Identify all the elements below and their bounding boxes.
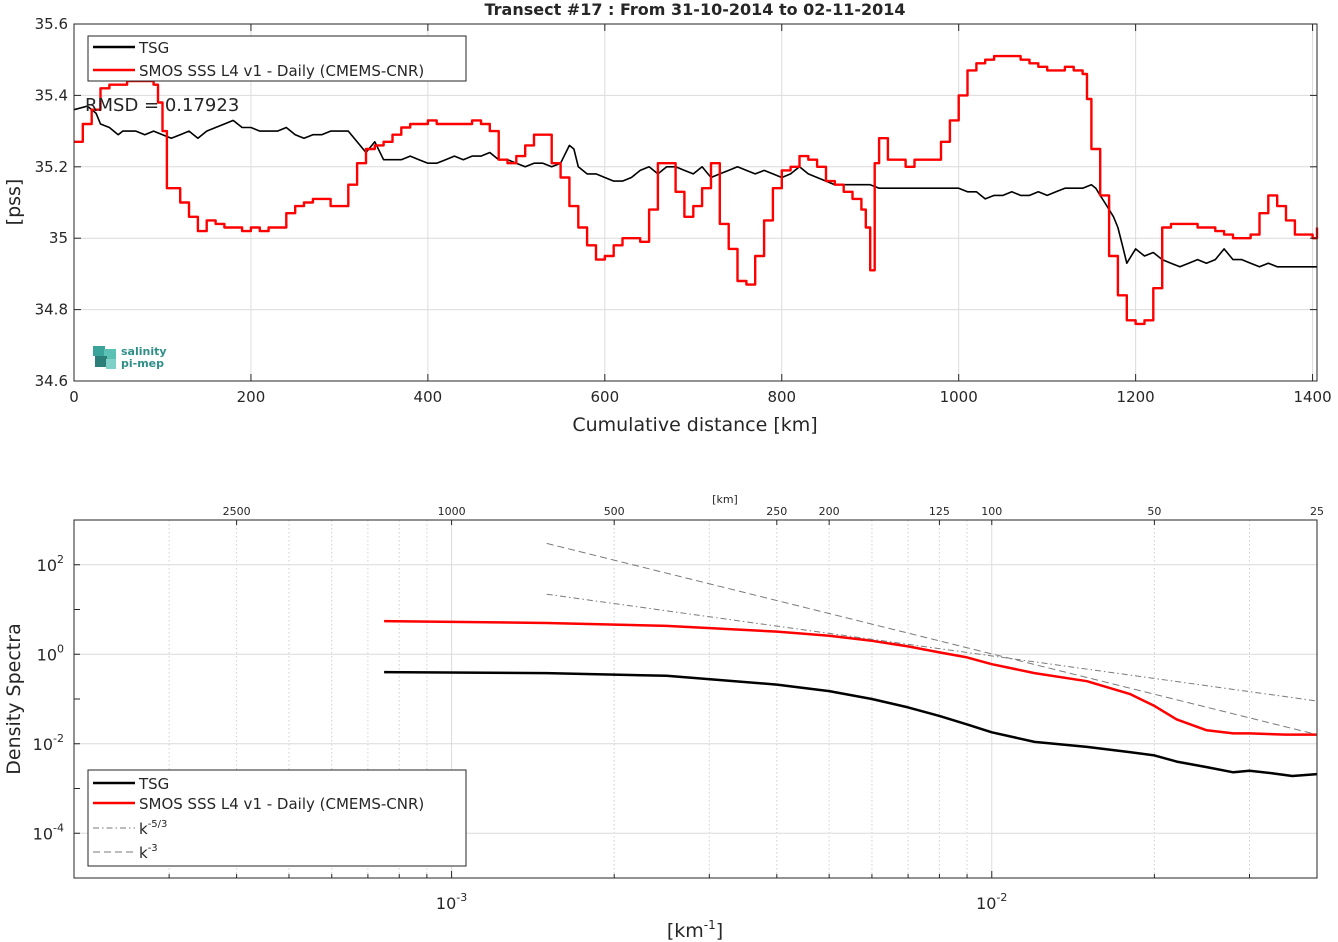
top-series-line-tsg — [73, 105, 1317, 268]
bottom-x-axis-label: [km-1] — [667, 918, 723, 942]
bottom-series-line-k-3 — [546, 542, 1318, 736]
bottom-legend-box — [87, 769, 467, 867]
bottom-x-tick-label-exponent: -2 — [996, 891, 1007, 904]
bottom-y-tick-label: 102 — [37, 553, 64, 575]
bottom-series-line-k-5-3 — [546, 593, 1318, 702]
top-legend-label-tsg: TSG — [138, 39, 169, 57]
top-x-tick-label: 1400 — [1293, 388, 1331, 406]
k3-base: k — [139, 844, 148, 862]
bottom-series-line-smos — [384, 619, 1317, 736]
top-axis-tick-label: 250 — [766, 505, 787, 518]
top-x-tick-label: 400 — [414, 388, 443, 406]
bottom-series-line-tsg — [384, 670, 1318, 778]
logo-text-pi-mep: pi-mep — [121, 357, 164, 370]
logo-text-salinity: salinity — [121, 345, 167, 358]
bottom-legend-label-smos: SMOS SSS L4 v1 - Daily (CMEMS-CNR) — [139, 795, 424, 813]
top-axis-tick-label: 2500 — [223, 505, 251, 518]
top-series-line-smos — [74, 54, 1319, 326]
k3-exponent: -3 — [148, 843, 158, 854]
bottom-y-tick-label-base: 10 — [33, 824, 53, 843]
top-plot-frame — [73, 23, 1318, 382]
bottom-y-tick-label-exponent: 0 — [57, 642, 64, 655]
top-x-tick-label: 600 — [590, 388, 619, 406]
bottom-y-tick-label: 10-4 — [33, 821, 64, 843]
chart-title: Transect #17 : From 31-10-2014 to 02-11-… — [484, 0, 905, 19]
bottom-y-tick-label-base: 10 — [33, 735, 53, 754]
top-y-tick-label: 35.2 — [35, 158, 68, 176]
bottom-y-tick-label: 10-2 — [33, 732, 64, 754]
rmsd-annotation: RMSD = 0.17923 — [85, 95, 239, 116]
salinity-pi-mep-logo: salinity pi-mep — [93, 345, 167, 370]
bottom-y-axis-label: Density Spectra — [3, 623, 25, 774]
top-x-tick-label: 1000 — [940, 388, 978, 406]
bottom-series-group — [384, 542, 1318, 778]
bottom-legend: TSG SMOS SSS L4 v1 - Daily (CMEMS-CNR) k… — [87, 769, 467, 867]
salinity-transect-chart: Transect #17 : From 31-10-2014 to 02-11-… — [3, 0, 1332, 436]
top-y-tick-label: 35.6 — [35, 15, 68, 33]
top-series-group — [73, 54, 1319, 326]
top-legend-box — [87, 35, 467, 82]
k53-exponent: -5/3 — [148, 819, 168, 830]
bottom-x-tick-label: 10-2 — [976, 891, 1007, 913]
top-axis-tick-label: 125 — [929, 505, 950, 518]
bottom-legend-label-tsg: TSG — [138, 775, 169, 793]
top-axis-tick-label: 500 — [604, 505, 625, 518]
top-y-tick-label: 35 — [49, 229, 68, 247]
top-y-tick-label: 34.6 — [35, 372, 68, 390]
top-x-tick-label: 0 — [69, 388, 79, 406]
top-ticks: 0 200 400 600 800 1000 1200 1400 34.6 34.8 35 35.2 3… — [35, 15, 1332, 406]
bottom-x-tick-label-base: 10 — [436, 894, 456, 913]
top-axis-tick-label: 1000 — [438, 505, 466, 518]
top-x-tick-label: 200 — [237, 388, 266, 406]
top-x-axis-label: Cumulative distance [km] — [572, 414, 817, 436]
bottom-x-tick-label-base: 10 — [976, 894, 996, 913]
top-y-tick-label: 34.8 — [35, 301, 68, 319]
bottom-y-tick-label-exponent: 2 — [57, 553, 64, 566]
top-legend: TSG SMOS SSS L4 v1 - Daily (CMEMS-CNR) — [87, 35, 467, 82]
bottom-legend-label-k53: k-5/3 — [139, 819, 167, 838]
top-axis-tick-label: 50 — [1147, 505, 1161, 518]
xlabel-part-exponent: -1 — [704, 918, 716, 932]
top-legend-label-smos: SMOS SSS L4 v1 - Daily (CMEMS-CNR) — [139, 62, 424, 80]
top-y-tick-label: 35.4 — [35, 86, 68, 104]
k53-base: k — [139, 820, 148, 838]
logo-cube-icon — [93, 346, 116, 369]
bottom-x-tick-label: 10-3 — [436, 891, 467, 913]
top-x-tick-label: 800 — [767, 388, 796, 406]
bottom-y-tick-label: 100 — [37, 642, 64, 664]
bottom-legend-label-k3: k-3 — [139, 843, 158, 862]
top-y-axis-label: [pss] — [3, 179, 25, 226]
top-axis-tick-label: 200 — [819, 505, 840, 518]
top-axis-tick-label: 100 — [981, 505, 1002, 518]
bottom-y-tick-label-base: 10 — [37, 645, 57, 664]
xlabel-part-close: ] — [716, 920, 723, 942]
top-axis-tick-label: 25 — [1310, 505, 1324, 518]
bottom-x-tick-label-exponent: -3 — [456, 891, 467, 904]
top-axis-unit-label: [km] — [712, 493, 738, 506]
xlabel-part-base: [km — [667, 920, 704, 942]
top-x-tick-label: 1200 — [1117, 388, 1155, 406]
bottom-y-tick-label-exponent: -4 — [53, 821, 64, 834]
bottom-y-tick-label-exponent: -2 — [53, 732, 64, 745]
bottom-y-tick-label-base: 10 — [37, 556, 57, 575]
